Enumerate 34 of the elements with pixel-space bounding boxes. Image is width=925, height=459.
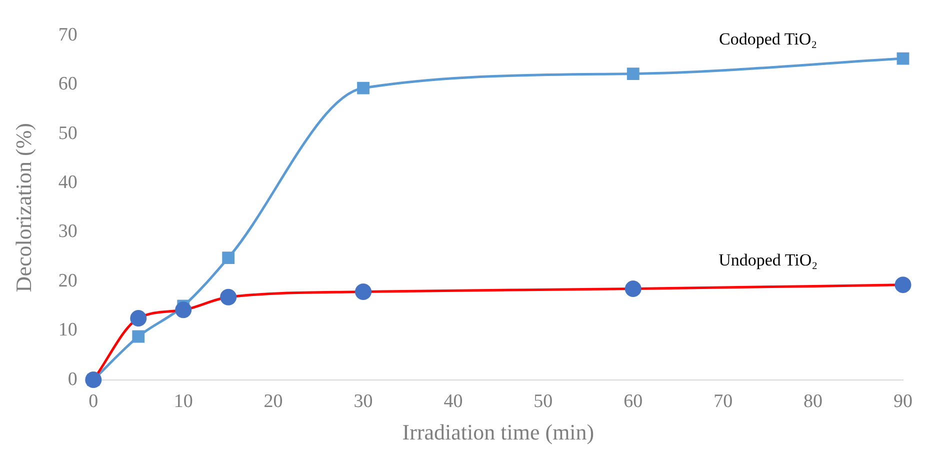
x-tick-label: 20: [264, 391, 283, 412]
point: [132, 330, 145, 343]
x-tick-label: 10: [174, 391, 193, 412]
y-tick-label: 20: [58, 270, 78, 292]
point: [624, 280, 642, 298]
y-tick-label: 60: [58, 74, 78, 95]
x-tick-label: 50: [534, 391, 553, 412]
point: [220, 288, 237, 306]
x-axis-title: Irradiation time (min): [402, 420, 594, 445]
x-tick-label: 70: [714, 391, 733, 412]
point: [896, 52, 910, 65]
y-tick-label: 30: [58, 221, 78, 242]
point: [85, 372, 102, 388]
x-tick-label: 0: [88, 391, 98, 412]
point: [130, 310, 147, 327]
series-label: Codoped TiO₂: [719, 30, 818, 49]
point: [175, 302, 192, 318]
x-tick-label: 60: [624, 391, 643, 412]
point: [626, 68, 640, 80]
point: [894, 276, 912, 294]
y-axis-title: Decolorization (%): [10, 123, 36, 292]
point: [357, 82, 370, 94]
x-tick-label: 80: [804, 391, 823, 412]
y-tick-label: 50: [58, 122, 78, 144]
x-tick-label: 30: [354, 391, 373, 412]
y-tick-label: 40: [58, 172, 78, 193]
point: [355, 283, 372, 300]
y-tick-label: 0: [68, 368, 78, 390]
point: [222, 252, 235, 264]
series-label: Undoped TiO₂: [718, 250, 818, 270]
y-tick-label: 70: [58, 24, 78, 46]
x-tick-label: 40: [444, 391, 463, 412]
x-tick-label: 90: [894, 391, 912, 412]
y-tick-label: 10: [58, 320, 78, 341]
